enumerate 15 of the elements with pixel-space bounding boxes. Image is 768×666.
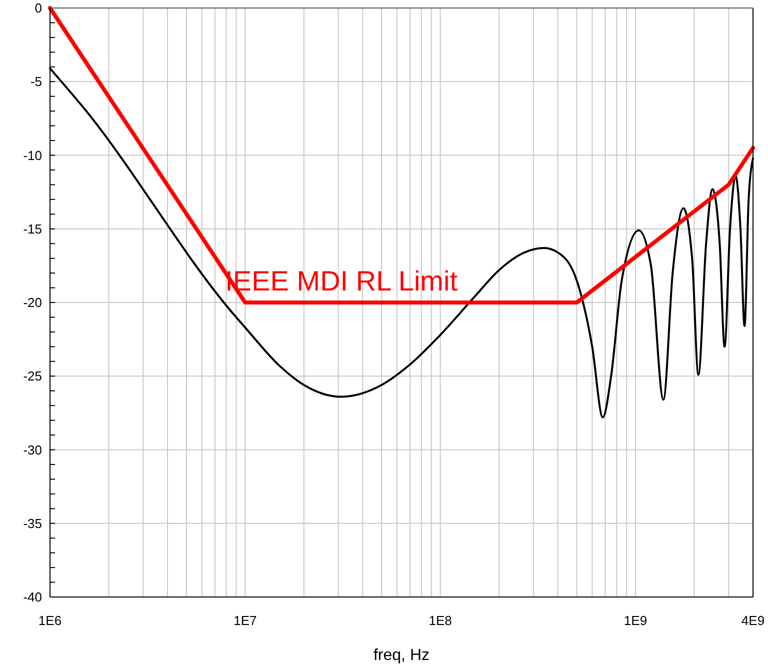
x-axis-title: freq, Hz [373,647,430,664]
x-tick-label: 1E8 [428,613,452,628]
y-tick-label: -5 [30,74,42,90]
x-tick-label: 1E7 [234,613,257,628]
y-tick-label: -30 [23,442,42,458]
y-tick-label: 0 [34,0,42,16]
x-tick-label: 4E9 [741,613,765,628]
y-tick-label: -35 [23,516,42,531]
y-tick-label: -15 [23,221,42,236]
y-tick-label: -10 [23,148,42,163]
x-tick-label: 1E6 [38,613,62,628]
y-tick-label: -25 [23,368,42,384]
y-tick-label: -20 [23,295,42,310]
x-tick-label: 1E9 [624,613,648,628]
y-tick-label: -40 [23,590,42,605]
